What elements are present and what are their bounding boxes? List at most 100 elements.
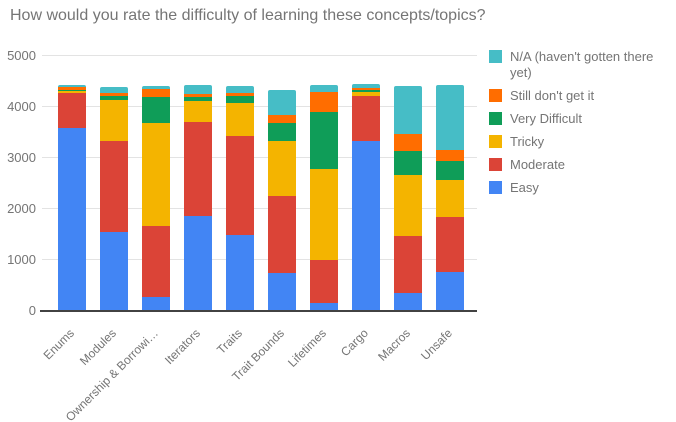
bar-segment-tricky-macros[interactable] [394, 175, 422, 236]
bar-segment-easy-trait-bounds[interactable] [268, 272, 296, 310]
bar-segment-n-a-haven-t-gotten-there-yet-trait-bounds[interactable] [268, 90, 296, 115]
legend-item-moderate: Moderate [489, 157, 671, 173]
bar-segment-still-don-t-get-it-lifetimes[interactable] [310, 92, 338, 113]
y-axis-tick-label-5000: 5000 [7, 48, 36, 63]
bar-segment-moderate-ownership-borrowi[interactable] [142, 225, 170, 298]
legend-label-easy: Easy [510, 180, 539, 195]
bar-segment-moderate-cargo[interactable] [352, 95, 380, 142]
gridline-2000 [42, 208, 477, 209]
gridline-3000 [42, 157, 477, 158]
bar-segment-still-don-t-get-it-ownership-borrowi[interactable] [142, 88, 170, 97]
y-axis-tick-label-3000: 3000 [7, 150, 36, 165]
bar-segment-easy-enums[interactable] [58, 128, 86, 310]
bar-segment-n-a-haven-t-gotten-there-yet-enums[interactable] [58, 84, 86, 88]
bar-segment-very-difficult-macros[interactable] [394, 150, 422, 176]
bar-segment-easy-iterators[interactable] [184, 215, 212, 310]
bar-segment-tricky-unsafe[interactable] [436, 179, 464, 217]
bar-segment-very-difficult-iterators[interactable] [184, 96, 212, 101]
y-axis-tick-label-4000: 4000 [7, 99, 36, 114]
bar-segment-still-don-t-get-it-traits[interactable] [226, 93, 254, 97]
bar-segment-very-difficult-cargo[interactable] [352, 90, 380, 92]
bar-segment-n-a-haven-t-gotten-there-yet-modules[interactable] [100, 86, 128, 93]
bar-segment-tricky-lifetimes[interactable] [310, 168, 338, 261]
bar-cargo [352, 83, 380, 310]
legend-label-very-difficult: Very Difficult [510, 111, 583, 126]
legend-swatch-icon-tricky [489, 135, 502, 148]
legend-item-easy: Easy [489, 180, 671, 196]
bar-segment-moderate-iterators[interactable] [184, 121, 212, 216]
bar-segment-still-don-t-get-it-unsafe[interactable] [436, 150, 464, 162]
bar-segment-still-don-t-get-it-trait-bounds[interactable] [268, 114, 296, 124]
legend-label-still-don-t-get-it: Still don't get it [510, 88, 595, 103]
gridline-5000 [42, 55, 477, 56]
bar-segment-easy-cargo[interactable] [352, 141, 380, 310]
legend-item-still-don-t-get-it: Still don't get it [489, 88, 671, 104]
bar-segment-very-difficult-lifetimes[interactable] [310, 112, 338, 169]
bar-segment-still-don-t-get-it-cargo[interactable] [352, 87, 380, 91]
legend-item-n-a-haven-t-gotten-there-yet: N/A (haven't gotten there yet) [489, 49, 671, 81]
bar-segment-easy-unsafe[interactable] [436, 271, 464, 310]
bar-segment-very-difficult-trait-bounds[interactable] [268, 123, 296, 142]
legend-item-very-difficult: Very Difficult [489, 111, 671, 127]
bar-segment-n-a-haven-t-gotten-there-yet-traits[interactable] [226, 85, 254, 94]
bar-segment-tricky-trait-bounds[interactable] [268, 141, 296, 197]
bar-segment-tricky-traits[interactable] [226, 103, 254, 137]
chart-title: How would you rate the difficulty of lea… [10, 7, 486, 24]
bar-segment-still-don-t-get-it-modules[interactable] [100, 92, 128, 96]
legend: N/A (haven't gotten there yet) Still don'… [489, 49, 671, 203]
gridline-1000 [42, 259, 477, 260]
legend-swatch-icon-moderate [489, 158, 502, 171]
bar-segment-n-a-haven-t-gotten-there-yet-unsafe[interactable] [436, 85, 464, 151]
bar-segment-n-a-haven-t-gotten-there-yet-ownership-borrowi[interactable] [142, 85, 170, 89]
bar-segment-easy-ownership-borrowi[interactable] [142, 297, 170, 310]
bar-segment-tricky-enums[interactable] [58, 90, 86, 94]
legend-swatch-icon-n-a-haven-t-gotten-there-yet [489, 50, 502, 63]
bar-iterators [184, 85, 212, 310]
bar-segment-easy-macros[interactable] [394, 293, 422, 310]
bar-segment-very-difficult-ownership-borrowi[interactable] [142, 96, 170, 124]
bar-segment-moderate-modules[interactable] [100, 141, 128, 233]
bar-segment-n-a-haven-t-gotten-there-yet-cargo[interactable] [352, 83, 380, 88]
gridline-4000 [42, 106, 477, 107]
bar-segment-tricky-modules[interactable] [100, 99, 128, 142]
bar-segment-n-a-haven-t-gotten-there-yet-macros[interactable] [394, 85, 422, 135]
bar-segment-still-don-t-get-it-enums[interactable] [58, 87, 86, 91]
bar-segment-very-difficult-unsafe[interactable] [436, 161, 464, 180]
bar-segment-n-a-haven-t-gotten-there-yet-lifetimes[interactable] [310, 85, 338, 93]
bar-segment-tricky-cargo[interactable] [352, 91, 380, 96]
bar-segment-very-difficult-enums[interactable] [58, 90, 86, 91]
y-axis-tick-label-2000: 2000 [7, 201, 36, 216]
bar-segment-moderate-lifetimes[interactable] [310, 260, 338, 304]
legend-swatch-icon-still-don-t-get-it [489, 89, 502, 102]
bar-segment-easy-modules[interactable] [100, 232, 128, 310]
bar-segment-easy-lifetimes[interactable] [310, 303, 338, 310]
legend-swatch-icon-very-difficult [489, 112, 502, 125]
bar-lifetimes [310, 85, 338, 310]
bar-macros [394, 85, 422, 310]
bar-unsafe [436, 85, 464, 310]
legend-label-tricky: Tricky [510, 134, 545, 149]
bar-modules [100, 86, 128, 310]
legend-label-n-a-haven-t-gotten-there-yet: N/A (haven't gotten there yet) [510, 49, 654, 80]
bar-segment-very-difficult-modules[interactable] [100, 95, 128, 100]
bar-ownership-borrowi [142, 85, 170, 310]
legend-swatch-icon-easy [489, 181, 502, 194]
bar-segment-moderate-trait-bounds[interactable] [268, 196, 296, 273]
bar-segment-very-difficult-traits[interactable] [226, 96, 254, 104]
bar-segment-easy-traits[interactable] [226, 235, 254, 310]
bar-traits [226, 85, 254, 310]
bar-trait-bounds [268, 90, 296, 310]
bar-segment-moderate-macros[interactable] [394, 235, 422, 294]
bar-segment-still-don-t-get-it-macros[interactable] [394, 134, 422, 151]
bar-segment-still-don-t-get-it-iterators[interactable] [184, 93, 212, 97]
bar-segment-tricky-ownership-borrowi[interactable] [142, 123, 170, 226]
legend-item-tricky: Tricky [489, 134, 671, 150]
bar-segment-moderate-unsafe[interactable] [436, 216, 464, 272]
bar-segment-tricky-iterators[interactable] [184, 100, 212, 122]
bar-enums [58, 84, 86, 310]
bar-segment-moderate-traits[interactable] [226, 136, 254, 236]
legend-label-moderate: Moderate [510, 157, 565, 172]
bar-segment-n-a-haven-t-gotten-there-yet-iterators[interactable] [184, 85, 212, 94]
bar-segment-moderate-enums[interactable] [58, 93, 86, 129]
